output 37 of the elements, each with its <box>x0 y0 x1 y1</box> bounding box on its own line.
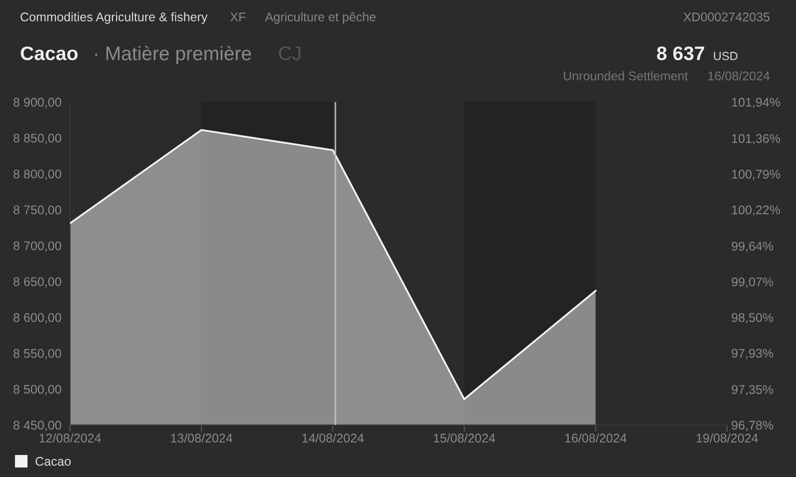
y2-tick-label: 99,64% <box>732 242 774 252</box>
y2-tick-label: 97,93% <box>732 348 774 360</box>
y-tick-label: 8 800,00 <box>14 170 62 180</box>
y-tick-label: 8 550,00 <box>14 349 62 360</box>
y2-tick-label: 99,07% <box>732 277 774 288</box>
x-tick-label: 14/08/2024 <box>302 433 364 443</box>
y-tick-label: 8 650,00 <box>14 277 62 288</box>
legend-label: Cacao <box>36 456 71 466</box>
y-tick-label: 8 450,00 <box>14 420 62 432</box>
text: XF <box>230 12 246 22</box>
chart-subtitle: · Matière première <box>95 46 251 64</box>
y2-tick-label: 101,94% <box>732 98 780 108</box>
x-tick-label: 15/08/2024 <box>434 433 496 443</box>
x-tick-label: 13/08/2024 <box>171 433 232 443</box>
x-tick-label: 16/08/2024 <box>565 433 627 443</box>
x-tick-label: 12/08/2024 <box>40 433 101 443</box>
y2-tick-label: 97,35% <box>732 385 774 396</box>
text: USD <box>714 52 738 60</box>
y2-tick-label: 96,78% <box>732 420 774 432</box>
text: XD0002742035 <box>683 12 770 22</box>
y-tick-label: 8 750,00 <box>14 205 62 216</box>
text: Unrounded Settlement <box>564 71 688 80</box>
y-tick-label: 8 700,00 <box>14 241 62 252</box>
text: Commodities Agriculture & fishery <box>20 12 208 24</box>
text: 16/08/2024 <box>708 71 770 80</box>
y2-tick-label: 100,79% <box>732 170 780 180</box>
y2-tick-label: 98,50% <box>732 313 774 324</box>
y-tick-label: 8 500,00 <box>14 384 62 396</box>
x-tick-label: 19/08/2024 <box>696 433 758 443</box>
chart-title: Cacao <box>20 46 78 60</box>
y2-tick-label: 100,22% <box>732 205 780 216</box>
y-tick-label: 8 900,00 <box>14 98 62 108</box>
y2-tick-label: 101,36% <box>732 134 780 144</box>
text: 8 637 <box>656 46 704 60</box>
y-tick-label: 8 600,00 <box>14 313 62 324</box>
text: Agriculture et pêche <box>265 12 376 24</box>
y-tick-label: 8 850,00 <box>14 134 62 144</box>
